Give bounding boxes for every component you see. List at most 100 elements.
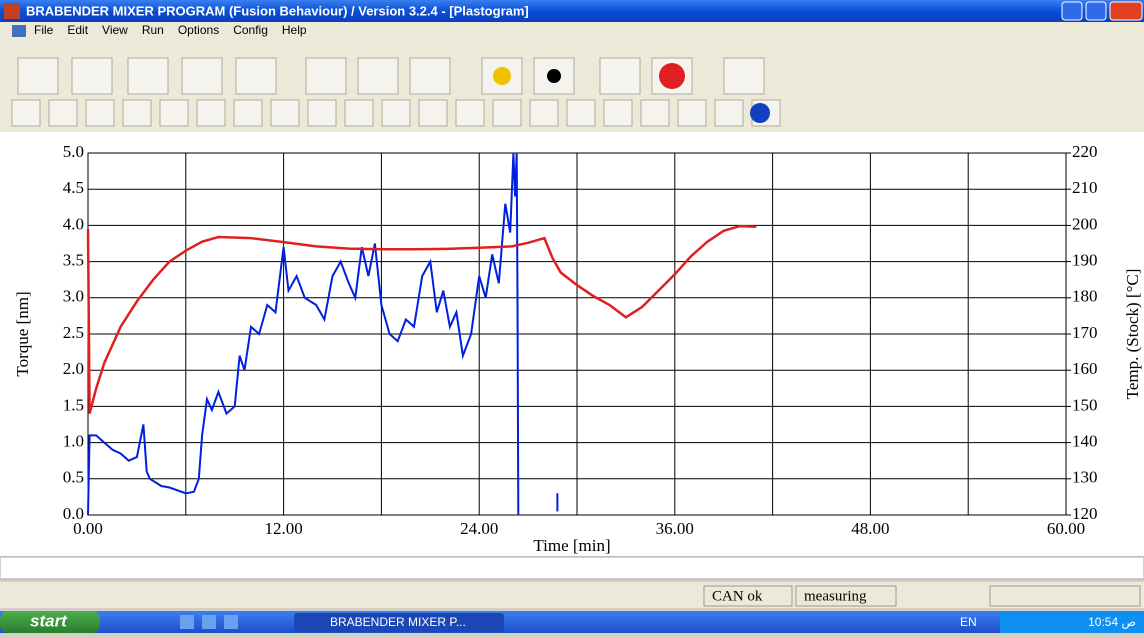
y-tick-label: 2.5 — [63, 323, 84, 342]
y2-tick-label: 160 — [1072, 359, 1098, 378]
status-bar — [0, 582, 1144, 608]
toolbar-button[interactable] — [159, 99, 189, 127]
toolbar-button[interactable] — [677, 99, 707, 127]
toolbar-button[interactable] — [235, 57, 277, 95]
quicklaunch-icon[interactable] — [224, 615, 238, 629]
toolbar-button[interactable] — [409, 57, 451, 95]
menu-item[interactable]: Options — [178, 23, 219, 37]
toolbar-button[interactable] — [455, 99, 485, 127]
toolbar-button[interactable] — [418, 99, 448, 127]
x-tick-label: 0.00 — [73, 519, 103, 538]
toolbar-button[interactable] — [307, 99, 337, 127]
quicklaunch-icon[interactable] — [180, 615, 194, 629]
y-tick-label: 3.5 — [63, 251, 84, 270]
toolbar-button[interactable] — [48, 99, 78, 127]
toolbar-button[interactable] — [381, 99, 411, 127]
chart-area — [0, 132, 1144, 556]
menu-item[interactable]: View — [102, 23, 128, 37]
x-tick-label: 48.00 — [851, 519, 889, 538]
title-bar — [0, 0, 1144, 22]
menu-item[interactable]: Edit — [67, 23, 88, 37]
y-tick-label: 4.0 — [63, 214, 84, 233]
menu-item[interactable]: File — [34, 23, 54, 37]
status-text: measuring — [804, 588, 867, 604]
toolbar-button[interactable] — [305, 57, 347, 95]
y-tick-label: 5.0 — [63, 142, 84, 161]
task-label[interactable]: BRABENDER MIXER P... — [330, 615, 466, 629]
taskbar — [0, 611, 1144, 633]
toolbar-button[interactable] — [181, 57, 223, 95]
y2-tick-label: 150 — [1072, 395, 1098, 414]
series-line — [86, 224, 757, 414]
toolbar-button[interactable] — [122, 99, 152, 127]
start-button[interactable] — [0, 611, 100, 633]
window-title: BRABENDER MIXER PROGRAM (Fusion Behaviou… — [26, 3, 529, 18]
toolbar-button[interactable] — [357, 57, 399, 95]
clock: 10:54 ص — [1088, 615, 1136, 629]
status-panel — [703, 585, 793, 607]
toolbar-button[interactable] — [17, 57, 59, 95]
app-icon — [4, 3, 20, 19]
toolbar-button[interactable] — [11, 99, 41, 127]
toolbar-button[interactable] — [127, 57, 169, 95]
series-line — [87, 152, 559, 516]
menu-bar — [0, 22, 1144, 40]
menu-item[interactable]: Config — [233, 23, 268, 37]
toolbar-button[interactable] — [599, 57, 641, 95]
close-button[interactable] — [1109, 1, 1143, 21]
menu-item[interactable]: Run — [142, 23, 164, 37]
tray — [1000, 611, 1144, 633]
y-tick-label: 3.0 — [63, 287, 84, 306]
x-axis-title: Time [min] — [533, 536, 610, 555]
toolbar-button[interactable] — [270, 99, 300, 127]
toolbar-button[interactable] — [492, 99, 522, 127]
toolbar-button[interactable] — [71, 57, 113, 95]
y-tick-label: 1.0 — [63, 432, 84, 451]
y-tick-label: 0.5 — [63, 468, 84, 487]
menu-item[interactable]: Help — [282, 23, 307, 37]
x-tick-label: 60.00 — [1047, 519, 1085, 538]
status-panel — [795, 585, 897, 607]
menu-icon — [12, 25, 26, 37]
x-tick-label: 24.00 — [460, 519, 498, 538]
toolbar-button[interactable] — [603, 99, 633, 127]
help-icon — [750, 103, 770, 123]
language[interactable]: EN — [960, 615, 977, 629]
status-panel — [989, 585, 1141, 607]
alarm-icon — [493, 67, 511, 85]
y-axis-title: Torque [nm] — [13, 291, 32, 376]
y2-tick-label: 220 — [1072, 142, 1098, 161]
toolbar-button[interactable] — [85, 99, 115, 127]
toolbar-button[interactable] — [533, 57, 575, 95]
y-tick-label: 0.0 — [63, 504, 84, 523]
y2-tick-label: 140 — [1072, 432, 1098, 451]
toolbar-button[interactable] — [529, 99, 559, 127]
toolbar-button[interactable] — [233, 99, 263, 127]
toolbar-button[interactable] — [344, 99, 374, 127]
y2-tick-label: 200 — [1072, 214, 1098, 233]
x-tick-label: 36.00 — [656, 519, 694, 538]
y2-tick-label: 130 — [1072, 468, 1098, 487]
quicklaunch-icon[interactable] — [202, 615, 216, 629]
stop-icon — [659, 63, 685, 89]
maximize-button[interactable] — [1085, 1, 1107, 21]
record-icon — [547, 69, 561, 83]
y-tick-label: 2.0 — [63, 359, 84, 378]
y2-tick-label: 170 — [1072, 323, 1098, 342]
minimize-button[interactable] — [1061, 1, 1083, 21]
toolbar-button[interactable] — [723, 57, 765, 95]
y2-tick-label: 210 — [1072, 178, 1098, 197]
task-button[interactable] — [294, 613, 504, 632]
toolbar-button[interactable] — [714, 99, 744, 127]
toolbar-button[interactable] — [196, 99, 226, 127]
legend-bar — [0, 556, 1144, 580]
toolbar-button[interactable] — [640, 99, 670, 127]
y2-axis-title: Temp. (Stock) [°C] — [1123, 269, 1142, 400]
toolbar-button[interactable] — [566, 99, 596, 127]
y-tick-label: 4.5 — [63, 178, 84, 197]
start-label[interactable]: start — [30, 611, 68, 630]
status-text: CAN ok — [712, 588, 763, 604]
y2-tick-label: 180 — [1072, 287, 1098, 306]
